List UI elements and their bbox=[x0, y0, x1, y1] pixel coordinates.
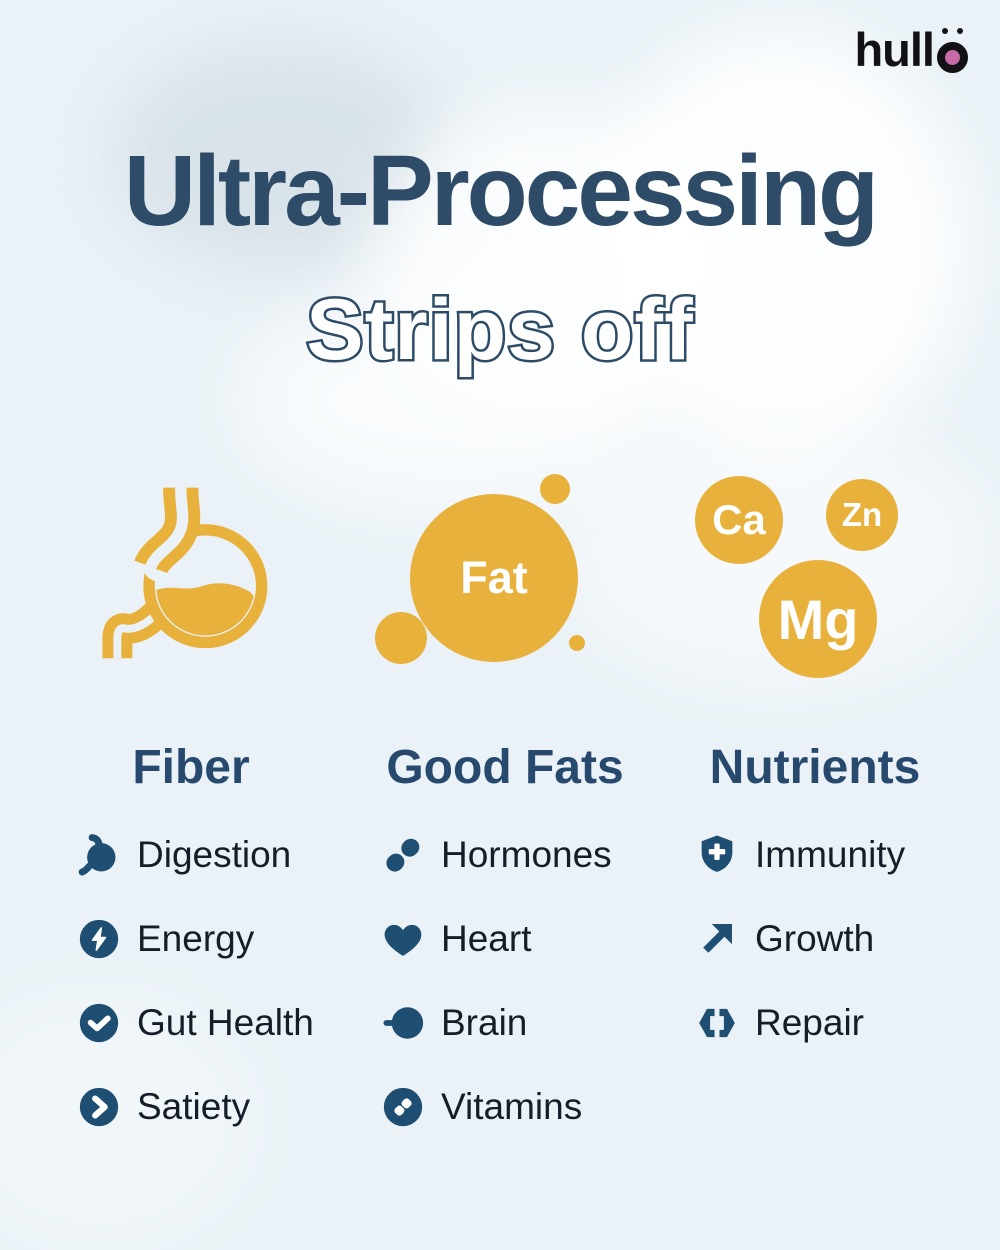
item-label: Hormones bbox=[441, 834, 612, 875]
zinc-label: Zn bbox=[841, 496, 883, 533]
magnesium-bubble: Mg bbox=[759, 560, 877, 678]
nutrients-column: Immunity Growth Repair bbox=[694, 832, 905, 1084]
chevron-right-circle-icon bbox=[79, 1087, 119, 1127]
list-item: Immunity bbox=[694, 832, 905, 878]
list-item: Vitamins bbox=[380, 1084, 612, 1130]
fat-bubble-label: Fat bbox=[460, 552, 528, 603]
calcium-bubble: Ca bbox=[695, 476, 783, 564]
fat-bubble: Fat bbox=[410, 494, 578, 662]
lightning-circle-icon bbox=[79, 919, 119, 959]
zinc-bubble: Zn bbox=[826, 479, 898, 551]
heart-icon bbox=[384, 924, 422, 956]
list-item: Hormones bbox=[380, 832, 612, 878]
item-label: Repair bbox=[755, 1002, 864, 1043]
brand-logo-umlaut-o-icon bbox=[937, 26, 968, 73]
brand-logo-text: hull bbox=[854, 23, 935, 76]
capsule-icon bbox=[386, 838, 420, 872]
list-item: Repair bbox=[694, 1000, 905, 1046]
list-item: Digestion bbox=[76, 832, 314, 878]
small-bubble bbox=[375, 612, 427, 664]
column-header-nutrients: Nutrients bbox=[709, 741, 921, 794]
item-label: Heart bbox=[441, 918, 532, 959]
magnesium-label: Mg bbox=[777, 587, 859, 651]
calcium-label: Ca bbox=[712, 496, 766, 543]
page-title: Ultra-Processing bbox=[123, 135, 879, 247]
list-item: Gut Health bbox=[76, 1000, 314, 1046]
check-circle-icon bbox=[79, 1003, 119, 1043]
list-item: Brain bbox=[380, 1000, 612, 1046]
bolt-nut-icon bbox=[699, 1008, 735, 1038]
small-bubble bbox=[540, 474, 570, 504]
list-item: Energy bbox=[76, 916, 314, 962]
item-label: Immunity bbox=[755, 834, 906, 875]
item-label: Gut Health bbox=[137, 1002, 314, 1043]
mineral-bubbles-illustration: Ca Zn Mg bbox=[690, 470, 915, 685]
list-item: Growth bbox=[694, 916, 905, 962]
item-label: Brain bbox=[441, 1002, 528, 1043]
good-fats-column: Hormones Heart Brain Vitamins bbox=[380, 832, 612, 1168]
stomach-illustration bbox=[102, 487, 268, 659]
pill-circle-icon bbox=[383, 1087, 423, 1127]
list-item: Heart bbox=[380, 916, 612, 962]
page-subtitle: Strips off bbox=[304, 280, 695, 379]
column-header-good-fats: Good Fats bbox=[386, 741, 624, 794]
item-label: Growth bbox=[755, 918, 875, 959]
small-bubble bbox=[569, 635, 585, 651]
item-label: Digestion bbox=[137, 834, 292, 875]
stomach-icon bbox=[78, 834, 116, 876]
item-label: Vitamins bbox=[441, 1086, 583, 1127]
list-item: Satiety bbox=[76, 1084, 314, 1130]
item-label: Energy bbox=[137, 918, 255, 959]
brand-logo: hull bbox=[854, 26, 968, 73]
brain-icon bbox=[383, 1007, 424, 1039]
shield-cross-icon bbox=[701, 835, 733, 872]
arrow-up-right-icon bbox=[703, 924, 732, 953]
fat-bubbles-illustration: Fat bbox=[370, 470, 600, 675]
item-label: Satiety bbox=[137, 1086, 251, 1127]
column-header-fiber: Fiber bbox=[132, 741, 250, 794]
fiber-column: Digestion Energy Gut Health Satiety bbox=[76, 832, 314, 1168]
